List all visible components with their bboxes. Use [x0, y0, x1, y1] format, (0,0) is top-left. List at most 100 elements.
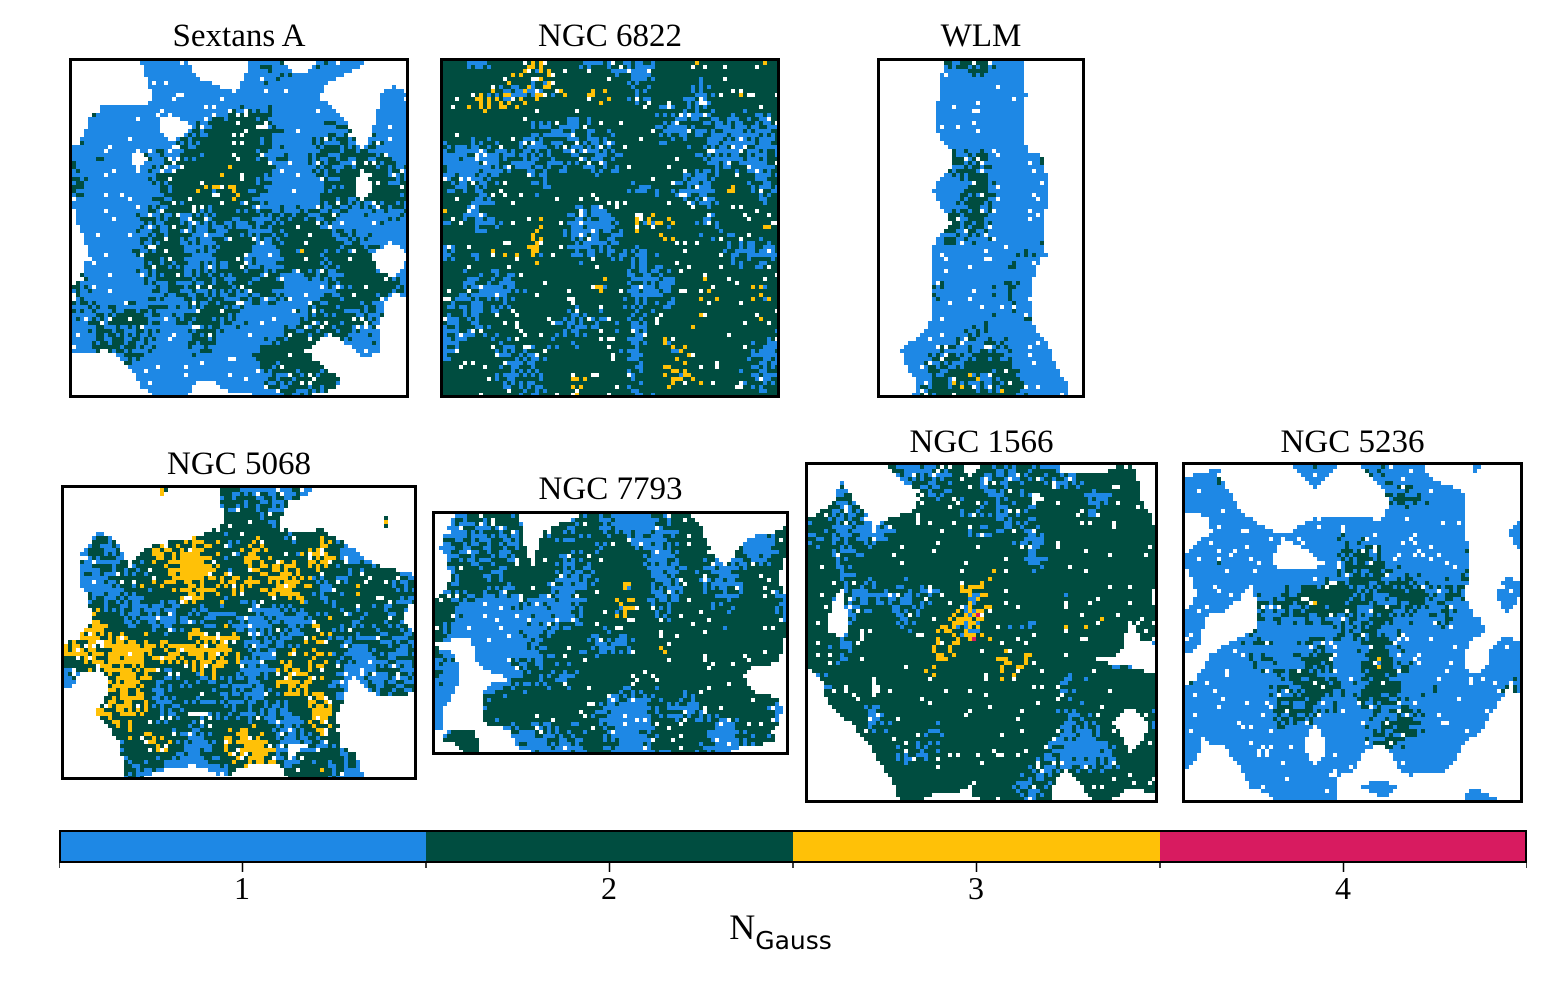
ngauss-pixel	[136, 349, 140, 353]
ngauss-pixel	[264, 153, 268, 157]
ngauss-pixel	[160, 277, 164, 281]
ngauss-pixel	[332, 305, 336, 309]
ngauss-pixel	[196, 213, 200, 217]
ngauss-pixel	[148, 333, 152, 337]
ngauss-pixel	[308, 321, 312, 325]
ngauss-pixel	[284, 105, 288, 109]
ngauss-pixel	[316, 329, 320, 333]
ngauss-pixel	[264, 65, 268, 69]
ngauss-pixel	[88, 281, 92, 285]
ngauss-pixel	[300, 213, 304, 217]
ngauss-pixel	[276, 321, 280, 325]
ngauss-pixel	[136, 265, 140, 269]
ngauss-pixel	[268, 341, 272, 345]
ngauss-pixel	[292, 277, 296, 281]
ngauss-pixel	[108, 237, 112, 241]
ngauss-pixel	[196, 249, 200, 253]
ngauss-pixel	[212, 125, 216, 129]
ngauss-pixel	[360, 245, 364, 249]
ngauss-pixel	[132, 341, 136, 345]
ngauss-pixel	[264, 185, 268, 189]
ngauss-pixel	[120, 229, 124, 233]
ngauss-pixel	[288, 225, 292, 229]
ngauss-pixel	[100, 269, 104, 273]
ngauss-pixel	[316, 333, 320, 337]
ngauss-pixel	[256, 217, 260, 221]
ngauss-pixel	[364, 197, 368, 201]
ngauss-pixel	[384, 197, 388, 201]
ngauss-pixel	[296, 261, 300, 265]
ngauss-pixel	[120, 233, 124, 237]
ngauss-pixel	[240, 189, 244, 193]
ngauss-pixel	[340, 145, 344, 149]
ngauss-pixel	[328, 121, 332, 125]
ngauss-pixel	[232, 293, 236, 297]
ngauss-pixel	[320, 133, 324, 137]
ngauss-pixel	[144, 345, 148, 349]
ngauss-pixel	[72, 333, 76, 337]
ngauss-pixel	[336, 193, 340, 197]
ngauss-pixel	[144, 133, 148, 137]
ngauss-pixel	[120, 221, 124, 225]
ngauss-pixel	[148, 129, 152, 133]
ngauss-pixel	[320, 301, 324, 305]
ngauss-pixel	[356, 197, 360, 201]
ngauss-pixel	[152, 297, 156, 301]
ngauss-pixel	[392, 201, 396, 205]
ngauss-pixel	[104, 145, 108, 149]
ngauss-pixel	[176, 173, 180, 177]
ngauss-pixel	[264, 281, 268, 285]
ngauss-pixel	[252, 205, 256, 209]
ngauss-pixel	[156, 209, 160, 213]
ngauss-pixel	[220, 165, 224, 169]
ngauss-pixel	[216, 125, 220, 129]
ngauss-pixel	[224, 169, 228, 173]
ngauss-pixel	[128, 249, 132, 253]
ngauss-pixel	[168, 81, 172, 85]
ngauss-pixel	[288, 309, 292, 313]
ngauss-pixel	[172, 205, 176, 209]
ngauss-pixel	[152, 321, 156, 325]
ngauss-pixel	[184, 97, 188, 101]
ngauss-pixel	[308, 93, 312, 97]
ngauss-pixel	[168, 165, 172, 169]
ngauss-pixel	[140, 221, 144, 225]
ngauss-pixel	[272, 309, 276, 313]
ngauss-pixel	[388, 117, 392, 121]
ngauss-pixel	[232, 209, 236, 213]
ngauss-pixel	[236, 345, 240, 349]
ngauss-pixel	[112, 241, 116, 245]
ngauss-pixel	[80, 197, 84, 201]
ngauss-pixel	[224, 249, 228, 253]
ngauss-pixel	[336, 185, 340, 189]
ngauss-pixel	[88, 333, 92, 337]
ngauss-pixel	[276, 145, 280, 149]
ngauss-pixel	[176, 193, 180, 197]
ngauss-pixel	[128, 325, 132, 329]
ngauss-pixel	[216, 133, 220, 137]
ngauss-pixel	[216, 217, 220, 221]
ngauss-pixel	[108, 137, 112, 141]
ngauss-pixel	[128, 189, 132, 193]
ngauss-pixel	[264, 313, 268, 317]
ngauss-pixel	[280, 77, 284, 81]
ngauss-pixel	[224, 281, 228, 285]
ngauss-pixel	[320, 309, 324, 313]
ngauss-pixel	[144, 273, 148, 277]
ngauss-pixel	[112, 257, 116, 261]
ngauss-pixel	[272, 257, 276, 261]
ngauss-pixel	[192, 341, 196, 345]
ngauss-pixel	[288, 89, 292, 93]
ngauss-pixel	[108, 125, 112, 129]
ngauss-pixel	[252, 101, 256, 105]
ngauss-pixel	[128, 313, 132, 317]
ngauss-pixel	[396, 177, 400, 181]
ngauss-pixel	[276, 85, 280, 89]
ngauss-pixel	[372, 181, 376, 185]
ngauss-pixel	[316, 85, 320, 89]
ngauss-pixel	[88, 125, 92, 129]
ngauss-pixel	[364, 293, 368, 297]
ngauss-pixel	[172, 301, 176, 305]
ngauss-pixel	[188, 213, 192, 217]
ngauss-pixel	[160, 221, 164, 225]
